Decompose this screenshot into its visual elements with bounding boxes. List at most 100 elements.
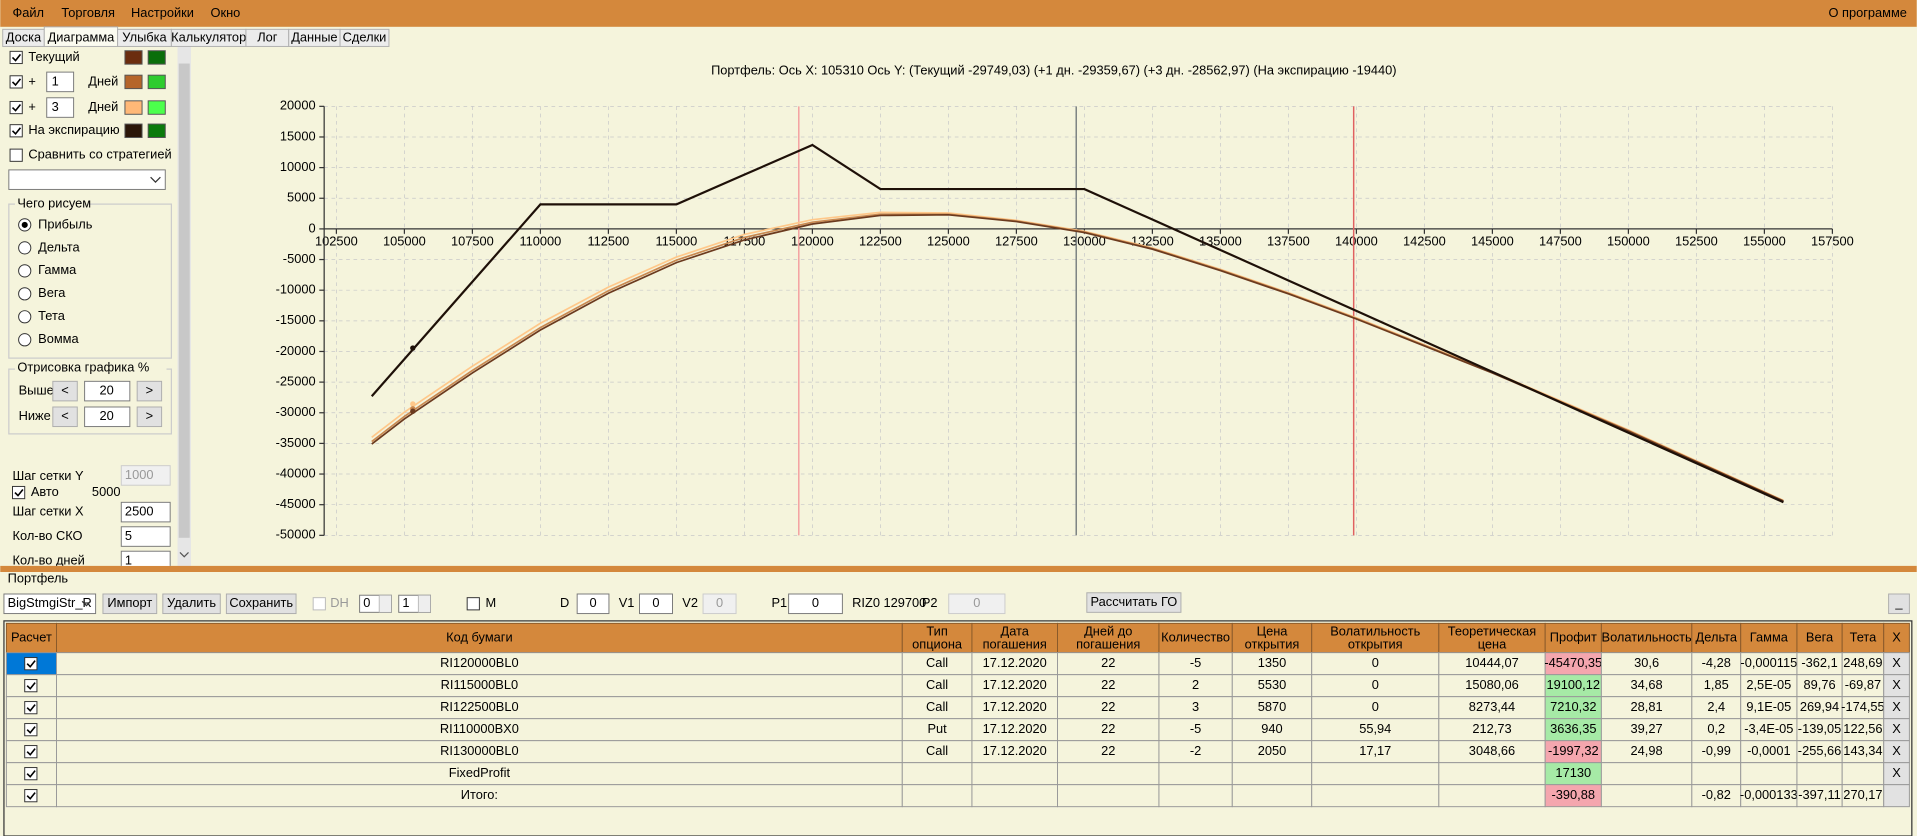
checkbox[interactable]: [24, 657, 38, 671]
checkbox[interactable]: [9, 148, 23, 162]
checkbox[interactable]: [24, 723, 38, 737]
header-cell[interactable]: [1841, 622, 1885, 654]
color-swatch[interactable]: [147, 123, 166, 138]
cell-text: 28,81: [1631, 699, 1663, 714]
color-swatch[interactable]: [124, 50, 143, 65]
checkbox[interactable]: [312, 597, 326, 611]
header-cell[interactable]: [1883, 622, 1910, 654]
checkbox[interactable]: [9, 50, 23, 65]
header-cell[interactable]: [1057, 622, 1160, 654]
header-cell[interactable]: [1544, 622, 1602, 654]
tab-strip: [0, 26, 1917, 47]
y-tick-label: -25000: [276, 374, 316, 389]
label: Кол-во СКО: [13, 528, 83, 543]
scrollbar-thumb[interactable]: [178, 63, 190, 538]
cell[interactable]: [1883, 784, 1910, 808]
radio[interactable]: [18, 333, 32, 347]
input[interactable]: [84, 406, 131, 428]
cell-text: X: [1892, 765, 1901, 780]
y-tick-label: -50000: [276, 527, 316, 542]
button[interactable]: [136, 406, 163, 428]
color-swatch[interactable]: [147, 50, 166, 65]
header-cell[interactable]: [1796, 622, 1843, 654]
label: D: [560, 595, 569, 610]
input-value: 0: [812, 595, 819, 610]
header-cell[interactable]: [901, 622, 973, 654]
checkbox[interactable]: [24, 789, 38, 803]
splitter[interactable]: [0, 565, 1917, 572]
button[interactable]: [1086, 592, 1182, 613]
header-cell[interactable]: [1691, 622, 1742, 654]
radio[interactable]: [18, 264, 32, 278]
checkbox[interactable]: [12, 485, 26, 500]
label: Гамма: [38, 262, 77, 277]
input[interactable]: [120, 465, 171, 486]
series-line: [370, 143, 1784, 504]
color-swatch[interactable]: [147, 100, 166, 115]
header-label: Волатильность: [1602, 629, 1692, 644]
cell-text: 3048,66: [1469, 743, 1515, 758]
header-label: Цена: [1257, 623, 1289, 638]
y-tick-label: 5000: [287, 190, 316, 205]
header-label: открытия: [1348, 637, 1403, 652]
color-swatch[interactable]: [124, 100, 143, 115]
cell-text: Call: [926, 699, 948, 714]
radio[interactable]: [18, 310, 32, 324]
header-label: X: [1892, 629, 1901, 644]
check-mark: [26, 660, 36, 668]
input[interactable]: [120, 550, 171, 571]
input[interactable]: [84, 380, 131, 402]
cell-text: X: [1892, 677, 1901, 692]
header-cell[interactable]: [1438, 622, 1546, 654]
input[interactable]: [702, 593, 737, 615]
color-swatch[interactable]: [124, 123, 143, 138]
button[interactable]: [162, 593, 221, 615]
spin-button[interactable]: [378, 594, 392, 613]
input[interactable]: [46, 97, 75, 118]
checkbox[interactable]: [9, 124, 23, 138]
header-cell[interactable]: [1158, 622, 1233, 654]
cell-text: X: [1892, 655, 1901, 670]
spin-button[interactable]: [417, 594, 431, 613]
label: Авто: [31, 484, 59, 499]
label: Шаг сетки Y: [13, 468, 84, 483]
header-label: Расчет: [11, 629, 52, 644]
checkbox[interactable]: [24, 701, 38, 715]
checkbox[interactable]: [9, 100, 23, 115]
checkbox[interactable]: [24, 745, 38, 759]
checkbox[interactable]: [24, 679, 38, 693]
header-label: опциона: [912, 637, 963, 652]
button[interactable]: [102, 593, 158, 615]
cell: [901, 762, 973, 786]
button[interactable]: [52, 380, 78, 402]
checkbox[interactable]: [9, 75, 23, 89]
label: V2: [682, 595, 698, 610]
cell-text: X: [1892, 743, 1901, 758]
header-label: Теоретическая: [1448, 623, 1537, 638]
color-swatch[interactable]: [147, 74, 166, 90]
button[interactable]: [225, 593, 297, 615]
input[interactable]: [576, 593, 610, 615]
group-title-bg: [14, 361, 167, 377]
input[interactable]: [948, 593, 1006, 615]
input[interactable]: [120, 501, 171, 523]
input[interactable]: [788, 593, 843, 615]
cell-text: -4,28: [1702, 655, 1731, 670]
color-swatch[interactable]: [124, 74, 143, 90]
checkbox[interactable]: [24, 767, 38, 781]
input[interactable]: [639, 593, 673, 615]
input[interactable]: [46, 71, 75, 93]
button[interactable]: [136, 380, 163, 402]
input[interactable]: [120, 526, 171, 547]
combo[interactable]: [3, 593, 97, 615]
header-cell[interactable]: [1740, 622, 1798, 654]
tab-label: Диаграмма: [48, 29, 116, 44]
dropdown[interactable]: [8, 169, 166, 190]
header-cell[interactable]: [56, 622, 903, 654]
radio[interactable]: [18, 241, 32, 255]
radio[interactable]: [18, 287, 32, 301]
button[interactable]: [52, 406, 78, 428]
tab[interactable]: [339, 28, 390, 47]
checkbox[interactable]: [466, 597, 480, 611]
button[interactable]: [1888, 593, 1910, 615]
